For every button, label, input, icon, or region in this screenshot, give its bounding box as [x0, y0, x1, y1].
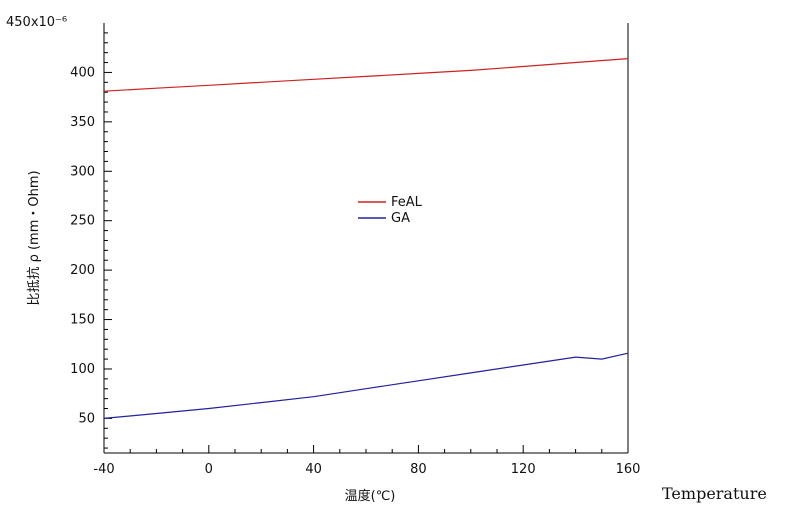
x-tick-label: 40	[305, 462, 322, 477]
series-line-ga	[103, 352, 629, 419]
series-line-feal	[103, 58, 629, 92]
y-axis-exponent-label: 450x10⁻⁶	[6, 15, 67, 30]
y-tick-label: 100	[70, 362, 95, 377]
x-tick-label: 0	[205, 462, 213, 477]
side-note-temperature: Temperature	[662, 484, 767, 503]
series-layer	[103, 58, 629, 419]
y-tick-label: 350	[70, 115, 95, 130]
legend-label-feal: FeAL	[391, 195, 423, 210]
legend-label-ga: GA	[391, 211, 410, 226]
y-axis-title: 比抵抗 ρ (mm・Ohm)	[27, 170, 42, 305]
y-tick-label: 300	[70, 164, 95, 179]
x-tick-label: 80	[410, 462, 427, 477]
x-tick-label: 120	[511, 462, 536, 477]
x-axis-title: 温度(℃)	[345, 488, 396, 504]
x-tick-label: 160	[616, 462, 641, 477]
y-tick-label: 150	[70, 313, 95, 328]
y-tick-label: 250	[70, 214, 95, 229]
y-tick-label: 50	[78, 411, 95, 426]
y-tick-label: 400	[70, 65, 95, 80]
axis-ticks: 50 100 150 200 250 300 350 400 -40 0 40 80 120 160	[70, 32, 641, 477]
y-tick-label: 200	[70, 263, 95, 278]
x-tick-label: -40	[93, 462, 114, 477]
